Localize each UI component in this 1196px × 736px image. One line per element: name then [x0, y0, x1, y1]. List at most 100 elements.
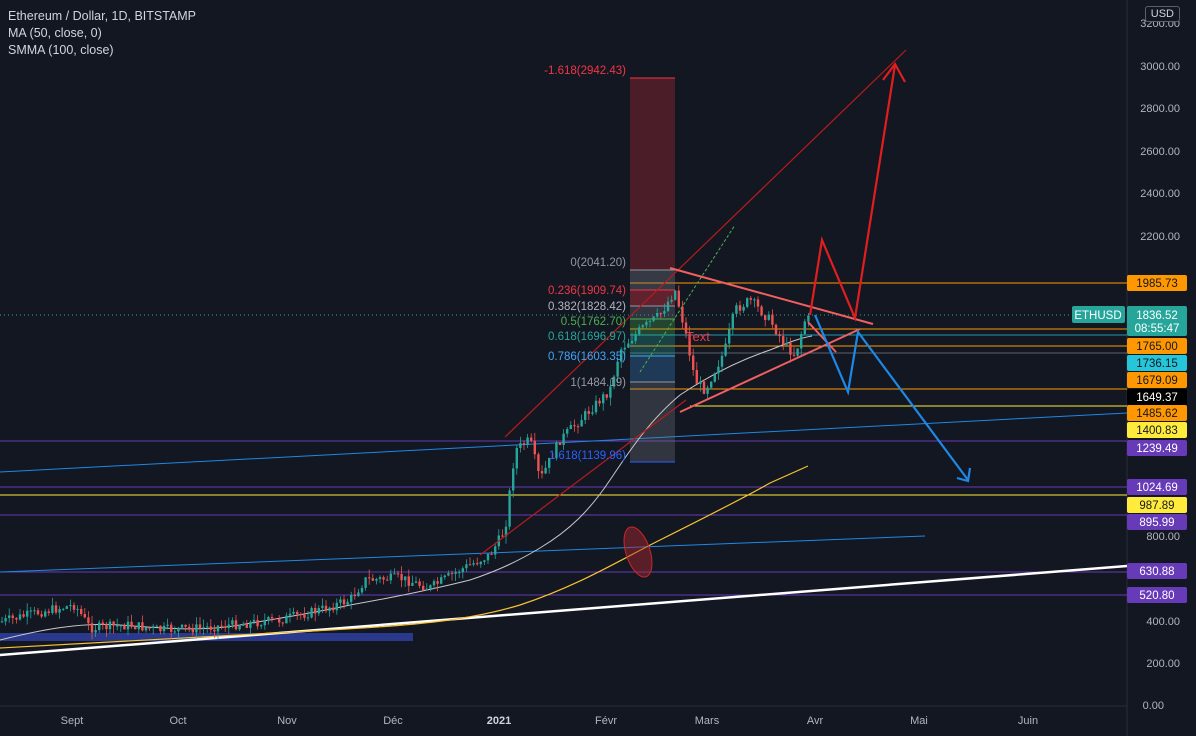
fib-label-0786: 0.786(1603.35): [548, 351, 626, 363]
price-label: 1485.62: [1136, 408, 1178, 420]
legend-symbol[interactable]: Ethereum / Dollar, 1D, BITSTAMP: [8, 9, 197, 23]
candle-body: [303, 614, 306, 618]
candle-body: [188, 626, 191, 628]
symbol-tag[interactable]: [1072, 306, 1125, 323]
price-axis-labels: 1985.73 ETHUSD 1836.52 08:55:47 1765.00 …: [1072, 275, 1187, 603]
candle-body: [688, 333, 691, 356]
candle-body: [767, 314, 770, 320]
candle-body: [242, 623, 245, 626]
candle-body: [789, 342, 792, 355]
candle-body: [69, 605, 72, 607]
candle-body: [537, 454, 540, 472]
candle-body: [692, 355, 695, 370]
candle-body: [245, 623, 248, 628]
bearish-projection-arrow[interactable]: [813, 314, 972, 483]
candle-body: [94, 630, 97, 633]
candle-body: [11, 615, 14, 618]
candle-body: [152, 626, 155, 629]
candle-body: [184, 624, 187, 627]
candle-body: [483, 560, 486, 562]
candle-body: [587, 411, 590, 414]
candle-body: [270, 617, 274, 619]
candle-body: [641, 325, 644, 328]
candle-body: [278, 618, 281, 623]
candle-body: [425, 588, 428, 591]
candle-body: [76, 608, 79, 610]
candle-body: [479, 561, 482, 565]
x-tick: Avr: [807, 715, 824, 727]
candle-body: [335, 602, 338, 611]
candle-body: [62, 608, 65, 610]
candle-body: [486, 553, 490, 561]
highlight-ellipse[interactable]: [619, 524, 658, 581]
candle-body: [123, 625, 126, 630]
candle-body: [22, 614, 25, 617]
candle-body: [166, 624, 169, 626]
candle-body: [36, 610, 40, 615]
candle-body: [530, 437, 533, 441]
candle-body: [260, 625, 263, 627]
chart-annotation-text[interactable]: Text: [686, 329, 710, 344]
candle-body: [735, 305, 738, 314]
candle-body: [346, 601, 349, 605]
legend-ma[interactable]: MA (50, close, 0): [8, 26, 102, 40]
candle-body: [195, 624, 198, 633]
price-label-bg: [1127, 338, 1187, 354]
candle-body: [648, 320, 652, 322]
candle-body: [191, 627, 194, 633]
candle-body: [213, 629, 216, 632]
candle-body: [324, 605, 328, 611]
candle-body: [83, 614, 86, 618]
red-channel-upper[interactable]: [504, 49, 907, 438]
candle-body: [209, 626, 212, 630]
candle-body: [663, 311, 666, 314]
candle-body: [512, 468, 515, 491]
candle-body: [800, 334, 803, 349]
candle-body: [630, 340, 634, 344]
candle-body: [126, 621, 130, 630]
candle-body: [411, 582, 414, 586]
candle-body: [422, 585, 425, 591]
current-price-bg: [1127, 306, 1187, 336]
candle-body: [594, 400, 598, 413]
candle-body: [652, 316, 655, 321]
candle-body: [198, 624, 202, 628]
candle-body: [112, 621, 115, 626]
triangle-pattern[interactable]: [669, 267, 874, 413]
white-trendline[interactable]: [0, 564, 1128, 657]
candle-body: [33, 610, 36, 612]
smma-line: [0, 465, 809, 649]
candle-body: [749, 298, 752, 300]
red-channel-lower[interactable]: [479, 399, 687, 556]
green-trendline[interactable]: [639, 224, 736, 373]
candle-body: [389, 573, 392, 581]
candle-body: [544, 467, 547, 474]
candle-body: [371, 578, 374, 581]
candle-body: [141, 622, 144, 631]
price-label: 1024.69: [1136, 482, 1178, 494]
candle-body: [620, 349, 623, 362]
candle-body: [252, 619, 256, 622]
legend-smma[interactable]: SMMA (100, close): [8, 43, 114, 57]
candle-body: [144, 627, 148, 631]
candle-body: [699, 381, 702, 384]
candle-body: [782, 336, 785, 345]
candle-body: [533, 440, 536, 455]
blue-trendline-lower[interactable]: [0, 535, 926, 573]
price-label: 1736.15: [1136, 358, 1178, 370]
x-tick: Juin: [1018, 715, 1038, 727]
candle-body: [159, 625, 162, 632]
candle-body: [526, 437, 529, 445]
countdown: 08:55:47: [1135, 323, 1180, 335]
currency-button[interactable]: USD: [1144, 6, 1180, 22]
candle-body: [249, 621, 252, 628]
fibonacci-retracement[interactable]: [630, 77, 675, 463]
candle-body: [299, 614, 302, 616]
candle-body: [548, 457, 551, 468]
bullish-projection-arrow[interactable]: [808, 61, 906, 322]
candle-body: [407, 576, 410, 586]
candle-body: [450, 573, 454, 575]
price-label: 630.88: [1139, 566, 1174, 578]
candle-body: [443, 575, 446, 578]
